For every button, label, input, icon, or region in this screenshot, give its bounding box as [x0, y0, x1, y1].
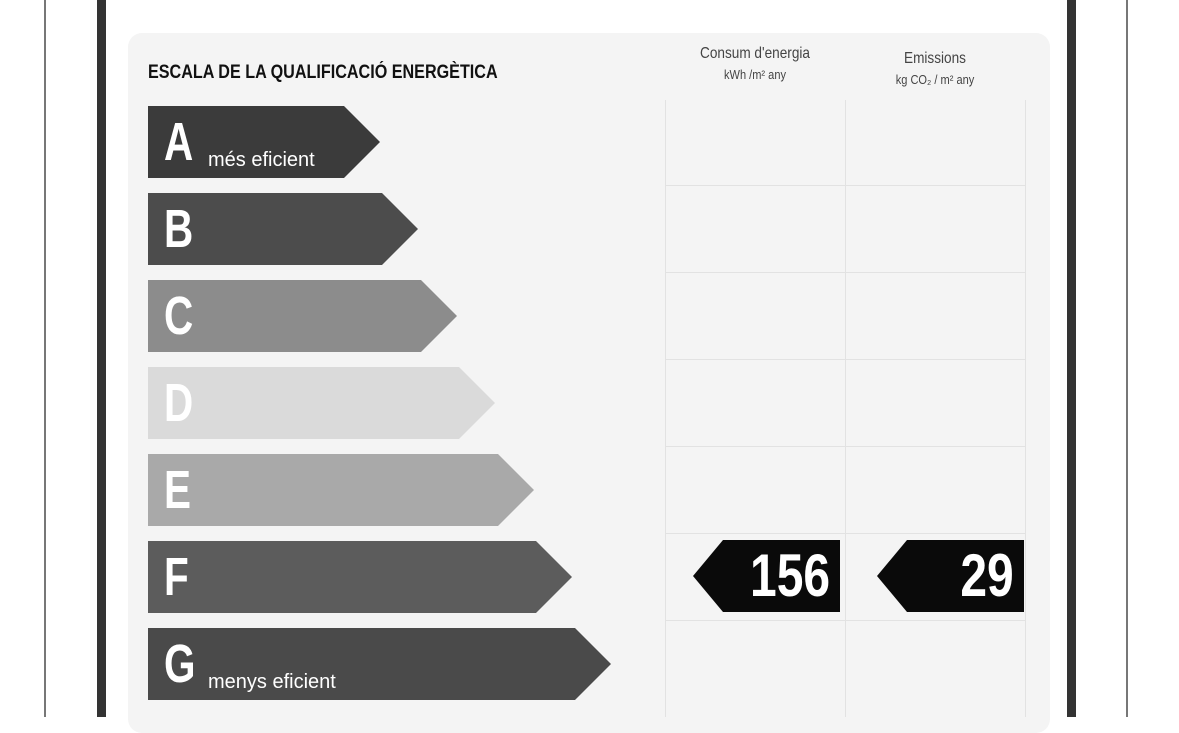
grid-line	[665, 446, 1025, 447]
emissions-value-arrow: 29	[877, 540, 1024, 612]
energy-value: 156	[749, 542, 830, 609]
label-border-right	[1067, 0, 1076, 717]
rating-letter: A	[164, 112, 194, 172]
scale-title: ESCALA DE LA QUALIFICACIÓ ENERGÈTICA	[148, 62, 498, 83]
grid-line	[665, 359, 1025, 360]
label-border-left	[97, 0, 106, 717]
page-edge-right	[1126, 0, 1128, 717]
grid-line	[665, 533, 1025, 534]
rating-letter: E	[164, 460, 192, 520]
rating-letter: G	[164, 634, 196, 694]
grid-line	[1025, 100, 1026, 717]
emissions-label: Emissions	[904, 50, 966, 67]
emissions-value: 29	[960, 542, 1014, 609]
emissions-column-header: Emissions kg CO₂ / m² any	[859, 50, 1012, 87]
energy-unit: kWh /m² any	[723, 67, 787, 82]
rating-bar-d: D	[148, 367, 495, 439]
rating-bar-b: B	[148, 193, 418, 265]
grid-line	[845, 100, 846, 717]
rating-letter: B	[164, 199, 194, 259]
energy-value-arrow: 156	[693, 540, 840, 612]
rating-letter: F	[164, 547, 189, 607]
page-edge-left	[44, 0, 46, 717]
grid-line	[665, 100, 666, 717]
grid-line	[665, 185, 1025, 186]
energy-column-header: Consum d'energia kWh /m² any	[679, 45, 832, 82]
rating-caption: més eficient	[208, 149, 315, 171]
grid-line	[665, 272, 1025, 273]
rating-letter: C	[164, 286, 194, 346]
emissions-unit: kg CO₂ / m² any	[895, 72, 975, 87]
rating-bar-c: C	[148, 280, 457, 352]
rating-bar-e: E	[148, 454, 534, 526]
rating-caption: menys eficient	[208, 671, 336, 693]
rating-letter: D	[164, 373, 194, 433]
rating-bar-f: F	[148, 541, 572, 613]
energy-label: Consum d'energia	[700, 45, 810, 62]
grid-line	[665, 620, 1025, 621]
